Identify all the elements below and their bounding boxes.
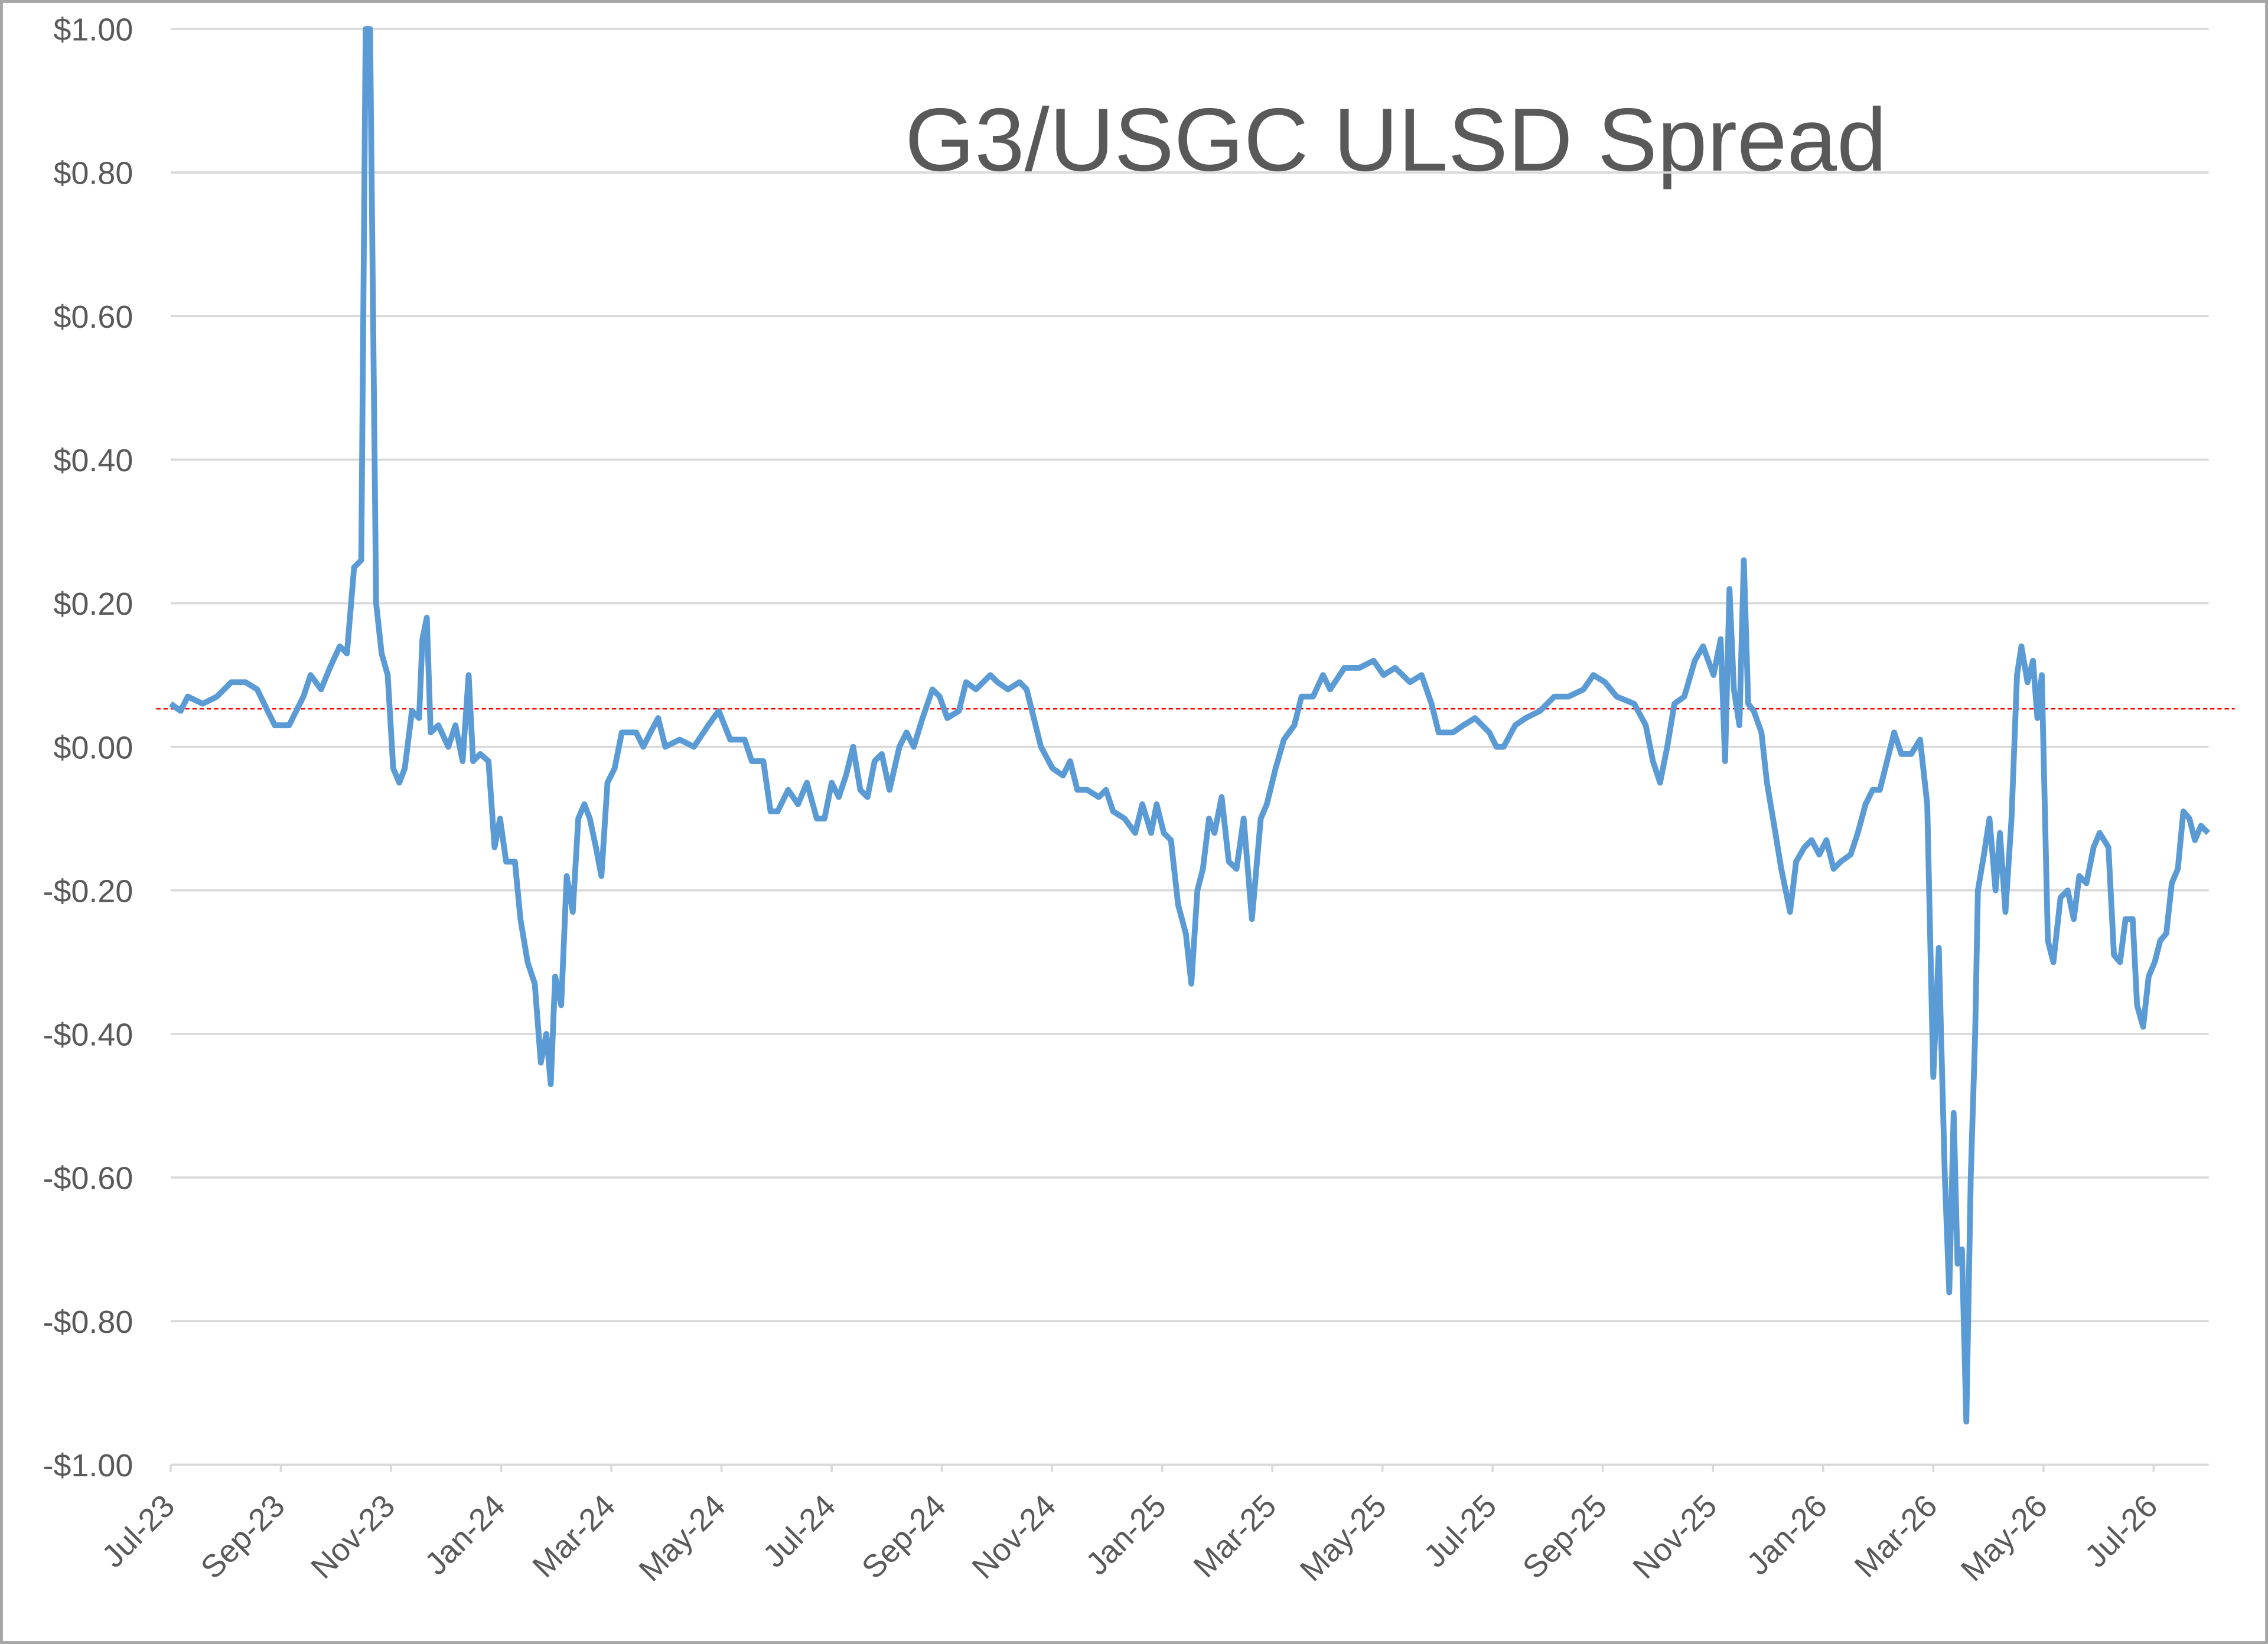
data-line <box>169 26 2211 1425</box>
y-tick-label: -$0.60 <box>43 1161 133 1196</box>
y-tick-label: $0.40 <box>54 443 133 478</box>
y-tick-label: $1.00 <box>54 12 133 48</box>
y-tick-label: $0.00 <box>54 730 133 765</box>
y-tick-label: -$1.00 <box>43 1448 133 1483</box>
y-tick-label: -$0.20 <box>43 873 133 909</box>
y-tick-label: $0.60 <box>54 299 133 335</box>
y-tick-label: -$0.40 <box>43 1017 133 1053</box>
y-tick-label: $0.20 <box>54 586 133 622</box>
chart-title: G3/USGC ULSD Spread <box>905 90 1886 190</box>
y-tick-label: -$0.80 <box>43 1304 133 1340</box>
y-tick-label: $0.80 <box>54 156 133 191</box>
